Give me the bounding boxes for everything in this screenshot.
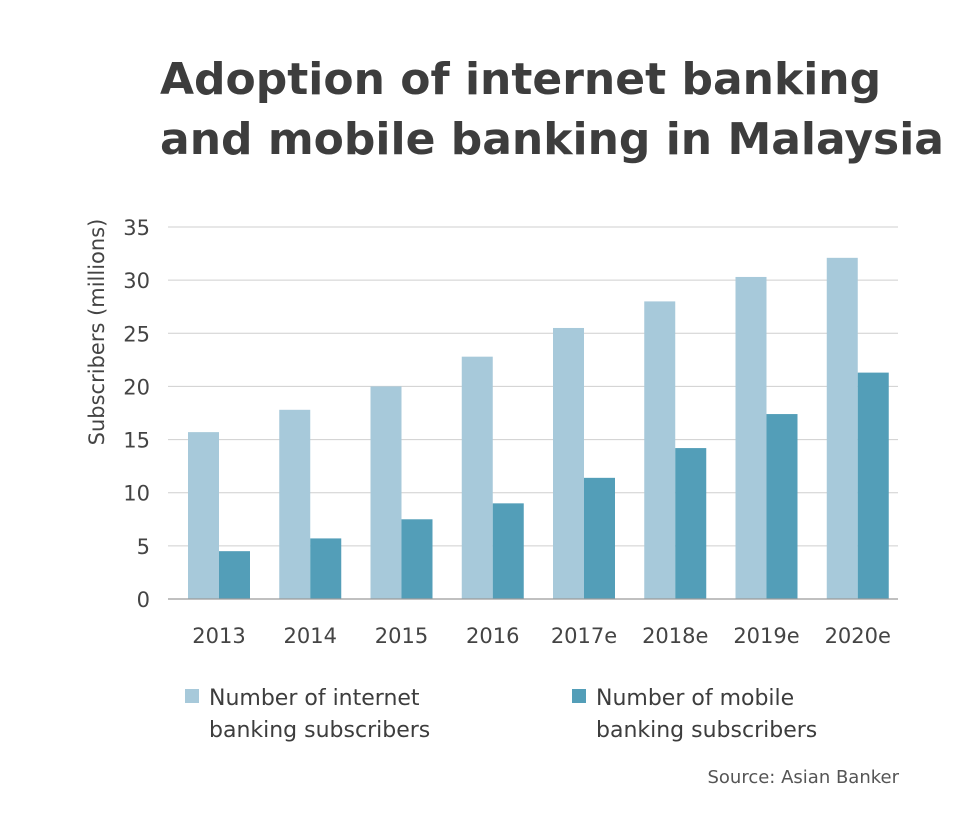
y-tick-label: 20: [123, 375, 150, 399]
legend-item-internet: Number of internet banking subscribers: [185, 683, 469, 747]
x-tick-label: 2020e: [825, 624, 891, 648]
chart-title-line-2: and mobile banking in Malaysia: [160, 114, 944, 165]
y-tick-label: 35: [123, 216, 150, 240]
bar-internet: [644, 301, 676, 599]
x-tick-label: 2018e: [642, 624, 708, 648]
bar-internet: [279, 409, 311, 599]
bar-mobile: [310, 538, 342, 599]
x-tick-label: 2016: [466, 624, 519, 648]
bar-mobile: [401, 519, 433, 599]
bar-internet: [370, 386, 402, 599]
legend-item-mobile: Number of mobile banking subscribers: [572, 683, 856, 747]
bar-internet: [735, 276, 767, 599]
y-axis-title: Subscribers (millions): [85, 219, 109, 446]
y-tick-label: 30: [123, 269, 150, 293]
x-tick-label: 2017e: [551, 624, 617, 648]
bar-internet: [188, 432, 219, 599]
legend-swatch-internet: [185, 689, 199, 703]
bar-mobile: [492, 503, 524, 599]
bar-mobile: [857, 372, 889, 599]
legend-swatch-mobile: [572, 689, 586, 703]
bar-mobile: [584, 477, 615, 599]
y-tick-label: 15: [123, 429, 150, 453]
y-tick-label: 5: [137, 535, 150, 559]
bar-internet: [553, 327, 584, 599]
bar-internet: [461, 356, 493, 599]
y-tick-label: 0: [137, 588, 150, 612]
chart-title-line-1: Adoption of internet banking: [160, 54, 882, 105]
x-tick-label: 2015: [375, 624, 428, 648]
x-tick-label: 2013: [192, 624, 245, 648]
y-tick-label: 10: [123, 482, 150, 506]
bar-mobile: [675, 448, 707, 599]
bar-internet: [826, 257, 858, 599]
bar-mobile: [766, 414, 798, 599]
x-tick-label: 2019e: [733, 624, 799, 648]
bar-mobile: [219, 551, 250, 599]
legend-label-mobile: Number of mobile banking subscribers: [596, 686, 818, 743]
source-note: Source: Asian Banker: [707, 767, 899, 788]
y-tick-label: 25: [123, 322, 150, 346]
x-tick-label: 2014: [284, 624, 337, 648]
legend-label-internet: Number of internet banking subscribers: [209, 686, 431, 743]
chart-title: Adoption of internet banking and mobile …: [160, 50, 944, 170]
